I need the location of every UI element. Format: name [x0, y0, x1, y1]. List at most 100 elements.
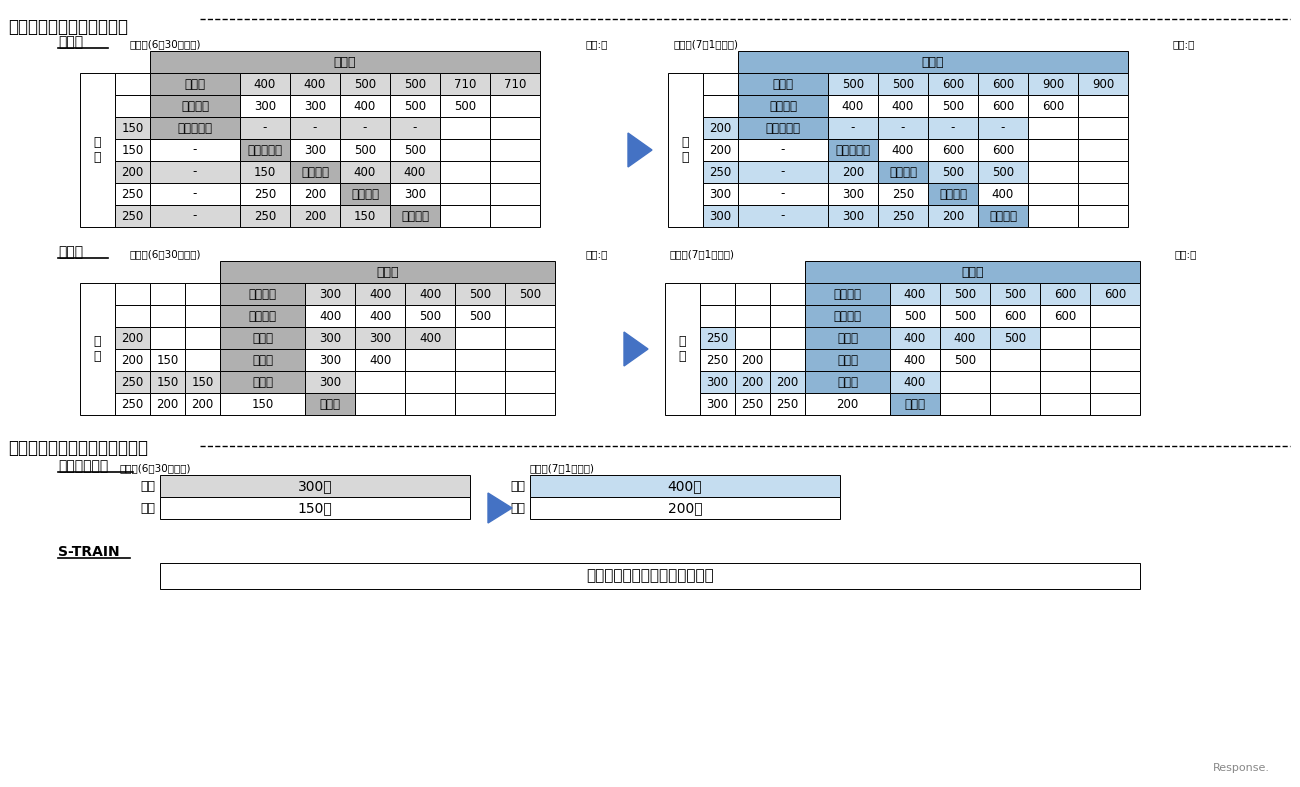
Text: 狭山市: 狭山市	[252, 375, 273, 389]
Bar	[455, 371, 504, 393]
Bar	[738, 51, 1128, 73]
Bar	[991, 349, 1040, 371]
Text: 600: 600	[992, 77, 1014, 91]
Text: 300: 300	[706, 397, 728, 411]
Text: 600: 600	[1104, 287, 1126, 301]
Text: 400: 400	[954, 331, 976, 345]
Text: 500: 500	[954, 287, 976, 301]
Bar	[991, 371, 1040, 393]
Text: 300: 300	[369, 331, 391, 345]
Bar	[150, 371, 185, 393]
Text: 200: 200	[121, 353, 143, 367]
Text: 300: 300	[318, 375, 341, 389]
Text: 200: 200	[741, 353, 763, 367]
Text: 西武秋父: 西武秋父	[400, 209, 429, 223]
Bar	[699, 327, 734, 349]
Bar	[81, 283, 114, 415]
Bar	[770, 327, 805, 349]
Bar	[306, 349, 355, 371]
Text: 500: 500	[954, 353, 976, 367]
Text: 300: 300	[842, 209, 864, 223]
Bar	[306, 327, 355, 349]
Bar	[668, 73, 703, 227]
Bar	[1028, 117, 1078, 139]
Bar	[490, 183, 540, 205]
Bar	[406, 283, 455, 305]
Text: -: -	[263, 121, 268, 135]
Bar	[734, 371, 770, 393]
Text: 400: 400	[369, 353, 391, 367]
Bar	[150, 139, 240, 161]
Text: 400円: 400円	[668, 479, 702, 493]
Text: 所　　沢: 所 沢	[181, 99, 209, 113]
Bar	[306, 283, 355, 305]
Bar	[290, 205, 341, 227]
Text: 600: 600	[992, 99, 1014, 113]
Bar	[770, 371, 805, 393]
Text: -: -	[781, 165, 785, 179]
Bar	[150, 117, 240, 139]
Bar	[891, 371, 940, 393]
Text: 400: 400	[369, 287, 391, 301]
Text: 250: 250	[892, 187, 914, 201]
Bar	[978, 117, 1028, 139]
Bar	[1040, 327, 1089, 349]
Text: 西武秋父: 西武秋父	[989, 209, 1017, 223]
Bar	[290, 139, 341, 161]
Bar	[114, 139, 150, 161]
Text: 200: 200	[836, 397, 858, 411]
Text: 250: 250	[121, 397, 143, 411]
Bar	[439, 205, 490, 227]
Text: 150: 150	[156, 375, 178, 389]
Text: 300円: 300円	[298, 479, 333, 493]
Text: -: -	[781, 209, 785, 223]
Bar	[738, 183, 828, 205]
Bar	[150, 183, 240, 205]
Bar	[504, 371, 555, 393]
Text: 大　人: 大 人	[334, 56, 356, 68]
Bar	[406, 305, 455, 327]
Text: 200: 200	[304, 187, 326, 201]
Text: 300: 300	[304, 99, 326, 113]
Bar	[828, 205, 878, 227]
Bar	[390, 139, 439, 161]
Bar	[240, 139, 290, 161]
Text: 小
児: 小 児	[681, 136, 689, 164]
Bar	[355, 283, 406, 305]
Text: 新宿線: 新宿線	[58, 245, 83, 259]
Text: 200: 200	[776, 375, 798, 389]
Bar	[150, 327, 185, 349]
Bar	[406, 393, 455, 415]
Bar	[805, 305, 891, 327]
Text: 所　沢: 所 沢	[252, 353, 273, 367]
Text: 500: 500	[992, 165, 1014, 179]
Bar	[150, 393, 185, 415]
Text: 東村山: 東村山	[252, 331, 273, 345]
Polygon shape	[488, 493, 512, 523]
Text: 大人: 大人	[510, 479, 525, 493]
Bar	[828, 73, 878, 95]
Bar	[828, 117, 878, 139]
Text: 池袋線: 池袋線	[58, 35, 83, 49]
Bar	[703, 139, 738, 161]
Text: 500: 500	[469, 287, 491, 301]
Bar	[734, 283, 770, 305]
Bar	[341, 205, 390, 227]
Bar	[185, 283, 220, 305]
Bar	[114, 73, 150, 95]
Bar	[490, 73, 540, 95]
Bar	[160, 497, 471, 519]
Bar	[928, 73, 978, 95]
Bar	[390, 183, 439, 205]
Bar	[828, 139, 878, 161]
Bar	[1089, 327, 1140, 349]
Text: 250: 250	[706, 331, 728, 345]
Bar	[220, 371, 306, 393]
Bar	[1078, 161, 1128, 183]
Bar	[699, 349, 734, 371]
Text: 150: 150	[354, 209, 376, 223]
Text: 250: 250	[892, 209, 914, 223]
Bar	[1028, 205, 1078, 227]
Text: 池　袋: 池 袋	[185, 77, 205, 91]
Text: 単位:円: 単位:円	[585, 249, 608, 259]
